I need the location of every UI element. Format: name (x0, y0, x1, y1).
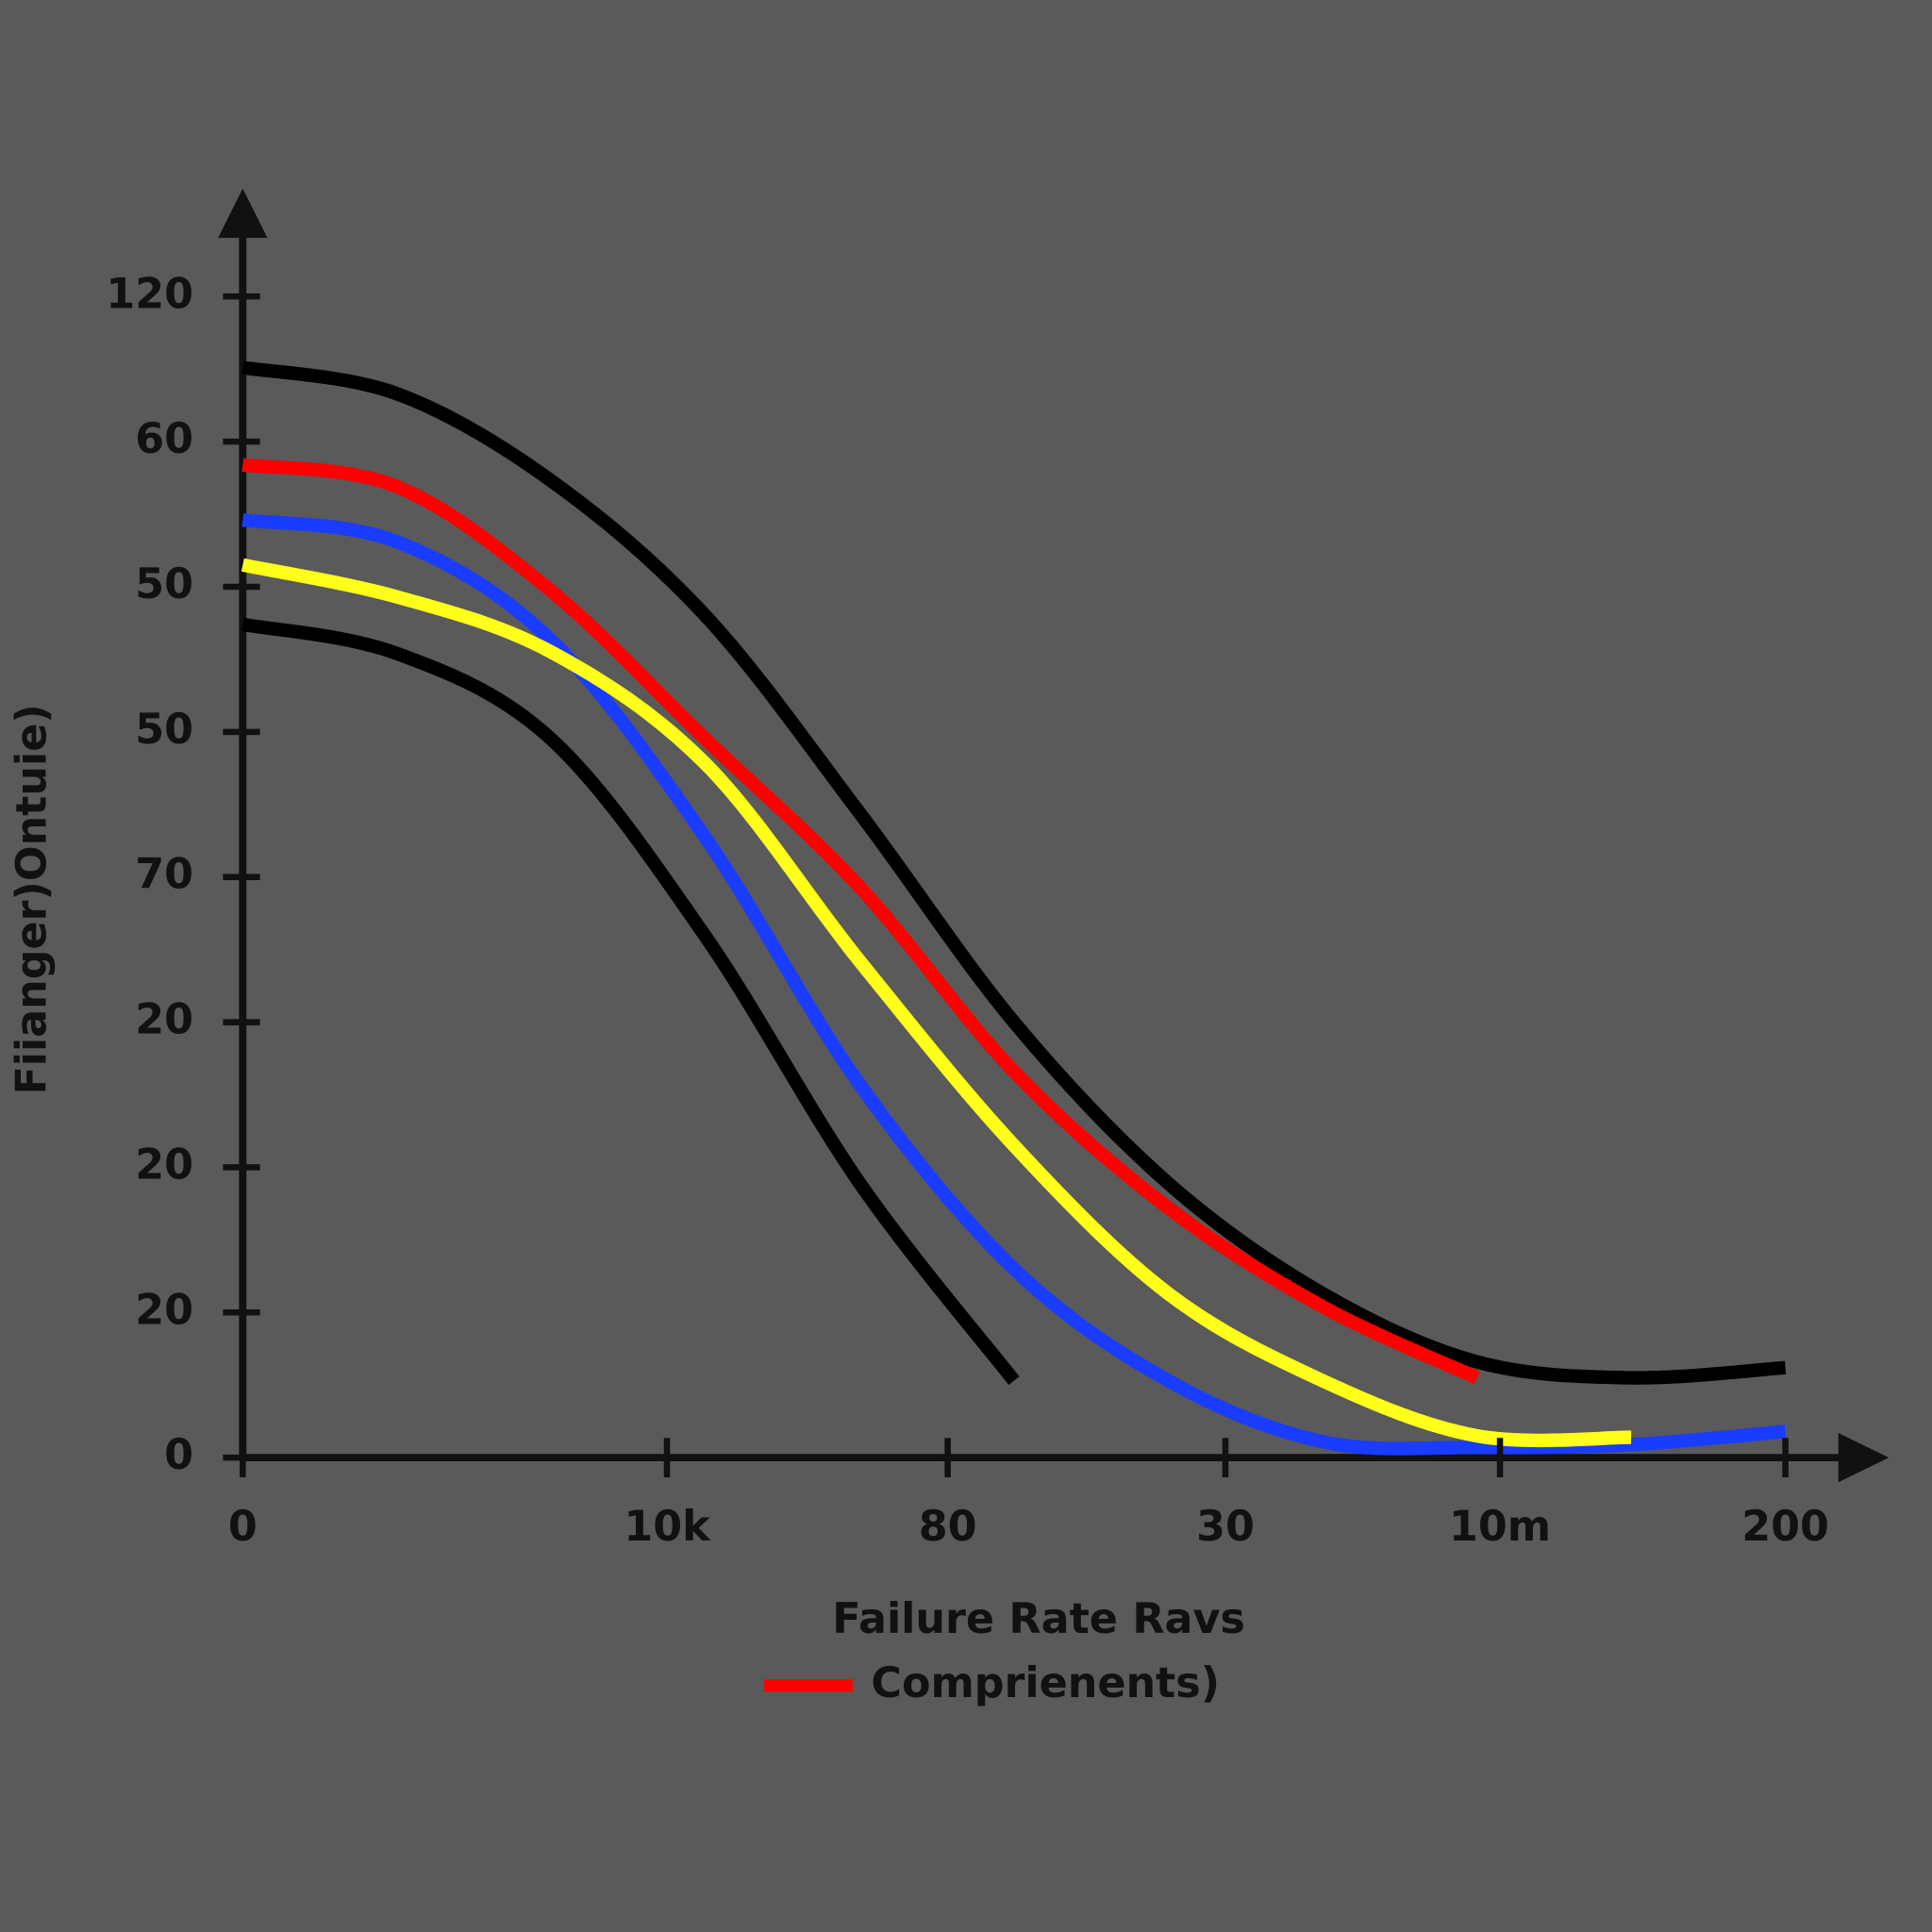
x-axis-arrow (1838, 1433, 1890, 1483)
legend-label: Comprienents) (871, 1659, 1220, 1707)
series-line (242, 360, 1787, 1385)
x-tick-label: 10m (1449, 1503, 1551, 1551)
y-tick-label: 50 (135, 560, 193, 608)
y-tick-label: 60 (135, 415, 193, 463)
series-line (241, 558, 1632, 1448)
y-tick-label: 120 (106, 270, 193, 318)
series-line (241, 617, 1020, 1386)
y-axis-label: Fiianger)Ontuie) (8, 704, 57, 1094)
x-tick-label: 200 (1741, 1503, 1829, 1551)
x-tick-label: 30 (1196, 1503, 1255, 1551)
series-line (242, 458, 1480, 1385)
y-tick-label: 0 (164, 1431, 193, 1479)
x-tick-label: 0 (228, 1503, 258, 1551)
y-tick-label: 70 (135, 851, 193, 899)
y-axis-arrow (218, 188, 268, 239)
series-line (242, 513, 1787, 1456)
y-tick-label: 20 (135, 1286, 193, 1334)
y-tick-label: 20 (135, 996, 193, 1044)
x-tick-label: 80 (919, 1503, 977, 1551)
x-tick-label: 10k (624, 1503, 711, 1551)
y-tick-label: 20 (135, 1141, 193, 1189)
y-tick-label: 50 (135, 706, 193, 754)
plot-area (241, 360, 1787, 1456)
x-axis-label: Failure Rate Ravs (832, 1595, 1245, 1643)
